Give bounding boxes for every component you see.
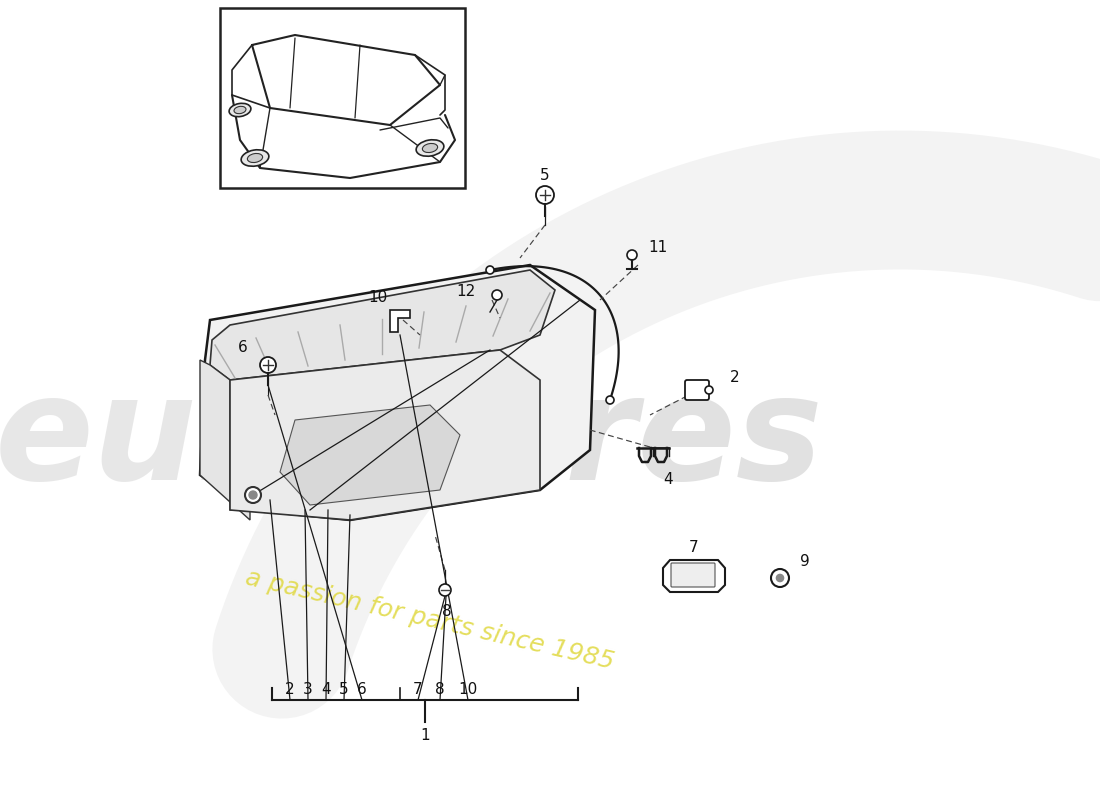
Polygon shape: [390, 310, 410, 332]
FancyBboxPatch shape: [671, 563, 715, 587]
Polygon shape: [200, 360, 250, 520]
Ellipse shape: [248, 154, 263, 162]
Text: a passion for parts since 1985: a passion for parts since 1985: [243, 566, 617, 674]
Circle shape: [606, 396, 614, 404]
Text: Pares: Pares: [370, 370, 824, 510]
Text: 5: 5: [339, 682, 349, 697]
Text: 6: 6: [239, 341, 248, 355]
Text: euro: euro: [0, 370, 370, 510]
Polygon shape: [280, 405, 460, 505]
Ellipse shape: [422, 143, 438, 153]
Polygon shape: [230, 350, 540, 520]
Polygon shape: [200, 265, 595, 520]
Circle shape: [260, 357, 276, 373]
Circle shape: [245, 487, 261, 503]
Polygon shape: [663, 560, 725, 592]
Text: 8: 8: [436, 682, 444, 697]
Circle shape: [777, 574, 783, 582]
Text: 12: 12: [456, 285, 476, 299]
Text: 3: 3: [304, 682, 312, 697]
Text: 2: 2: [730, 370, 739, 386]
Ellipse shape: [416, 140, 444, 156]
Text: 2: 2: [285, 682, 295, 697]
Text: 7: 7: [414, 682, 422, 697]
Circle shape: [627, 250, 637, 260]
Text: 10: 10: [368, 290, 388, 306]
Bar: [220, 8, 465, 188]
Circle shape: [536, 186, 554, 204]
Text: 5: 5: [540, 167, 550, 182]
Circle shape: [439, 584, 451, 596]
Text: 8: 8: [442, 605, 452, 619]
Circle shape: [771, 569, 789, 587]
Circle shape: [486, 266, 494, 274]
Polygon shape: [210, 270, 556, 380]
Circle shape: [705, 386, 713, 394]
Circle shape: [249, 491, 257, 499]
FancyBboxPatch shape: [685, 380, 710, 400]
Text: 9: 9: [800, 554, 810, 570]
Text: 1: 1: [420, 728, 430, 743]
Text: 11: 11: [648, 241, 668, 255]
Ellipse shape: [229, 103, 251, 117]
Text: 4: 4: [663, 473, 673, 487]
Text: 10: 10: [459, 682, 477, 697]
Ellipse shape: [241, 150, 268, 166]
Circle shape: [492, 290, 502, 300]
Text: 7: 7: [690, 541, 698, 555]
Text: 4: 4: [321, 682, 331, 697]
Text: 6: 6: [358, 682, 367, 697]
Ellipse shape: [234, 106, 246, 114]
